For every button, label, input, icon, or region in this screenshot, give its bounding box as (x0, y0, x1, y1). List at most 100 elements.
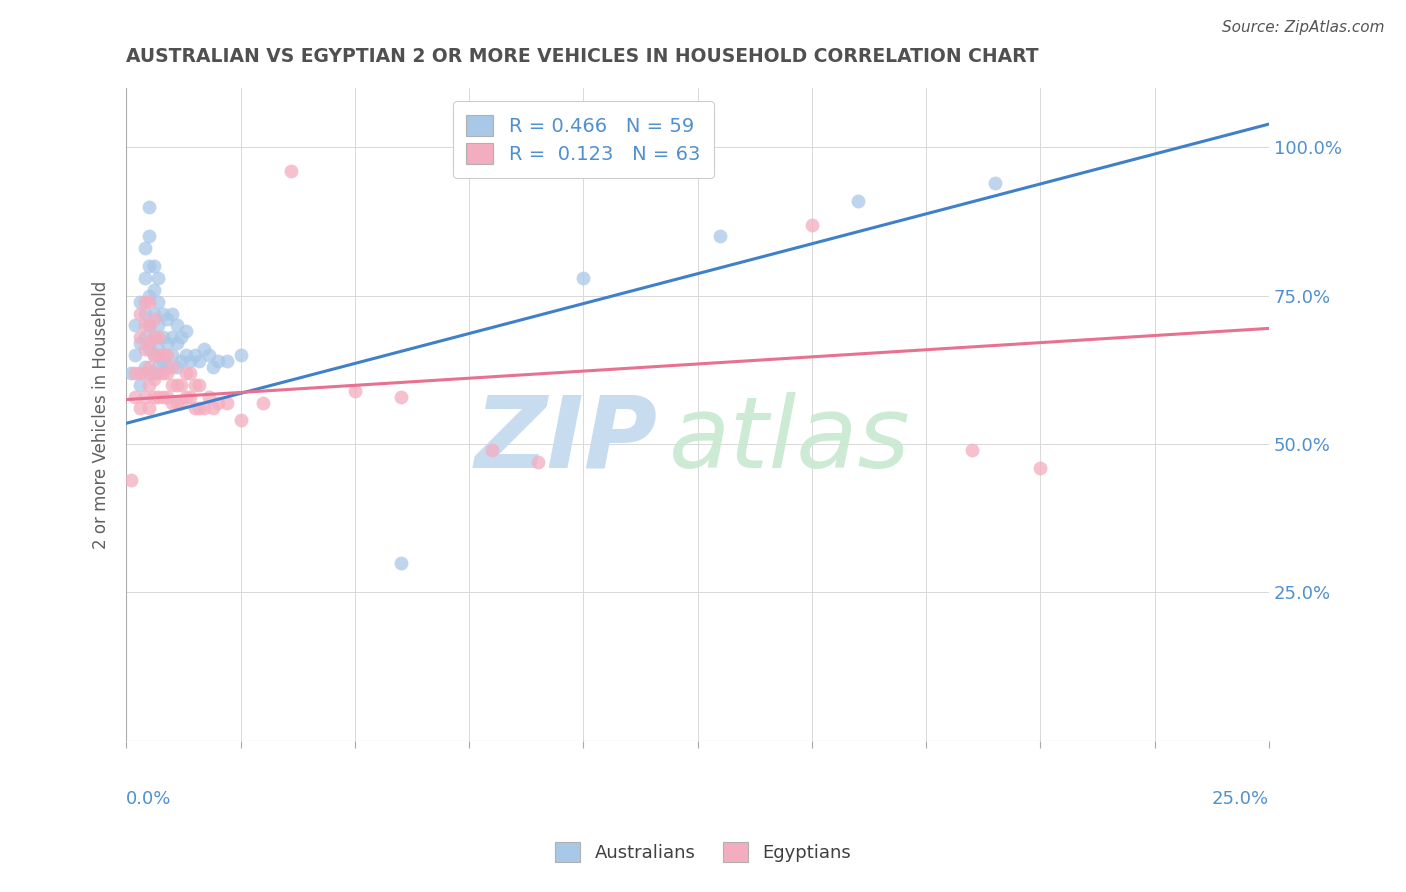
Point (142, 330, 165, 344)
Text: 25.0%: 25.0% (1212, 789, 1270, 807)
Point (160, 377, 183, 392)
Point (148, 330, 170, 344)
Point (1029, 460, 1052, 475)
Legend: Australians, Egyptians: Australians, Egyptians (548, 835, 858, 870)
Point (960, 442, 983, 457)
Text: 0.0%: 0.0% (127, 789, 172, 807)
Text: Source: ZipAtlas.com: Source: ZipAtlas.com (1222, 20, 1385, 35)
Point (129, 307, 152, 321)
Point (142, 372, 165, 386)
Point (188, 377, 211, 392)
Point (138, 289, 160, 303)
Point (160, 330, 183, 344)
Point (124, 366, 146, 380)
Point (138, 229, 160, 244)
Point (156, 366, 179, 380)
Point (148, 366, 170, 380)
Point (166, 336, 188, 351)
Point (156, 336, 179, 351)
Point (134, 342, 156, 356)
Point (152, 348, 174, 362)
Point (134, 318, 156, 333)
Point (197, 390, 219, 404)
Point (142, 330, 165, 344)
Point (129, 336, 152, 351)
Point (134, 241, 156, 255)
Point (152, 330, 174, 344)
Point (800, 218, 823, 232)
Point (152, 354, 174, 368)
Point (983, 176, 1005, 190)
Point (138, 359, 160, 374)
Point (142, 283, 165, 297)
Point (184, 401, 207, 416)
Point (166, 359, 188, 374)
Text: AUSTRALIAN VS EGYPTIAN 2 OR MORE VEHICLES IN HOUSEHOLD CORRELATION CHART: AUSTRALIAN VS EGYPTIAN 2 OR MORE VEHICLE… (127, 46, 1039, 66)
Point (134, 307, 156, 321)
Point (120, 473, 142, 487)
Point (148, 390, 170, 404)
Point (184, 377, 207, 392)
Point (138, 401, 160, 416)
Point (148, 271, 170, 285)
Text: ZIP: ZIP (475, 392, 658, 489)
Point (174, 366, 197, 380)
Text: atlas: atlas (669, 392, 911, 489)
Point (481, 442, 503, 457)
Point (179, 390, 201, 404)
Point (252, 395, 274, 409)
Point (179, 354, 201, 368)
Point (193, 401, 215, 416)
Point (280, 164, 302, 178)
Point (142, 348, 165, 362)
Point (389, 556, 412, 570)
Point (174, 390, 197, 404)
Point (160, 395, 183, 409)
Point (142, 390, 165, 404)
Point (152, 366, 174, 380)
Point (166, 395, 188, 409)
Point (138, 336, 160, 351)
Point (160, 359, 183, 374)
Point (202, 359, 225, 374)
Point (170, 395, 193, 409)
Point (229, 413, 252, 427)
Point (142, 307, 165, 321)
Point (138, 342, 160, 356)
Point (134, 390, 156, 404)
Point (202, 401, 225, 416)
Point (129, 330, 152, 344)
Point (229, 348, 252, 362)
Point (160, 307, 183, 321)
Point (193, 342, 215, 356)
Point (129, 294, 152, 309)
Point (179, 366, 201, 380)
Point (152, 390, 174, 404)
Point (134, 359, 156, 374)
Point (134, 366, 156, 380)
Point (134, 330, 156, 344)
Point (148, 342, 170, 356)
Point (166, 318, 188, 333)
Point (120, 366, 142, 380)
Point (142, 348, 165, 362)
Point (148, 294, 170, 309)
Point (170, 330, 193, 344)
Point (138, 377, 160, 392)
Point (142, 312, 165, 326)
Point (124, 390, 146, 404)
Point (134, 271, 156, 285)
Point (124, 318, 146, 333)
Point (207, 354, 229, 368)
Point (207, 395, 229, 409)
Point (184, 348, 207, 362)
Point (138, 366, 160, 380)
Point (138, 294, 160, 309)
Point (148, 318, 170, 333)
Point (170, 377, 193, 392)
Point (343, 384, 366, 398)
Legend: R = 0.466   N = 59, R =  0.123   N = 63: R = 0.466 N = 59, R = 0.123 N = 63 (453, 101, 714, 178)
Point (129, 377, 152, 392)
Point (197, 348, 219, 362)
Point (166, 377, 188, 392)
